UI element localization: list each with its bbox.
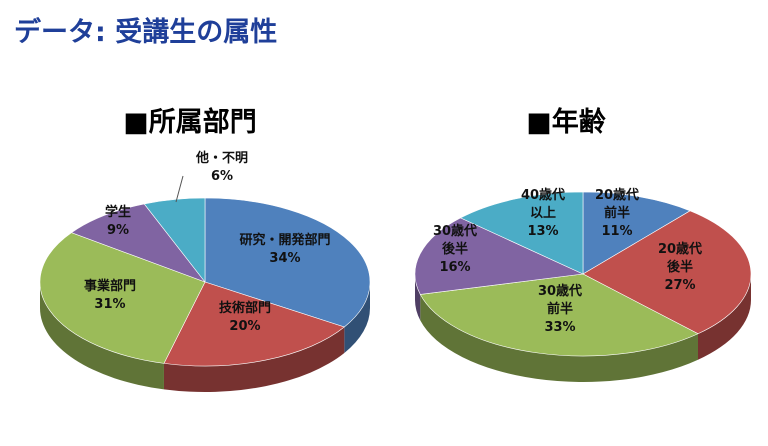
data-label: 事業部門 31% <box>84 278 136 314</box>
leader-line <box>175 175 184 203</box>
category-label: 30歳代 前半 <box>537 284 583 317</box>
chart-title: ■年齢 <box>526 107 606 138</box>
category-label: 学生 <box>104 205 132 220</box>
data-label: 研究・開発部門 34% <box>239 232 330 268</box>
slice <box>163 281 345 367</box>
data-label: 20歳代 後半 27% <box>658 241 702 295</box>
value-label: 27% <box>664 278 696 293</box>
category-label: 他・不明 <box>195 151 249 166</box>
data-label: 技術部門 20% <box>219 300 271 336</box>
category-label: 40歳代 以上 <box>520 188 566 221</box>
data-label: 20歳代 前半 11% <box>595 187 639 241</box>
value-label: 11% <box>601 224 633 239</box>
data-label: 30歳代 前半 33% <box>538 283 582 337</box>
category-label: 30歳代 後半 <box>432 224 478 257</box>
data-label: 学生 9% <box>105 204 131 240</box>
chart-title: ■所属部門 <box>123 107 257 138</box>
slice <box>70 203 206 283</box>
value-label: 6% <box>210 169 234 184</box>
page-title: データ: 受講生の属性 <box>14 17 278 48</box>
value-label: 20% <box>229 319 261 334</box>
slice <box>582 210 752 335</box>
slice <box>459 191 584 275</box>
data-label: 40歳代 以上 13% <box>521 187 565 241</box>
value-label: 13% <box>527 224 559 239</box>
slice <box>39 232 206 364</box>
slice <box>204 197 371 328</box>
value-label: 33% <box>544 320 576 335</box>
category-label: 事業部門 <box>83 279 137 294</box>
slice-side <box>163 327 345 392</box>
slice <box>414 217 585 295</box>
slice-side <box>415 274 421 321</box>
category-label: 技術部門 <box>218 301 272 316</box>
category-label: 20歳代 後半 <box>657 242 703 275</box>
value-label: 9% <box>106 223 130 238</box>
slice-side <box>420 294 699 382</box>
slice <box>419 273 699 357</box>
data-label: 30歳代 後半 16% <box>433 223 477 277</box>
slice-side <box>40 282 164 390</box>
slice <box>143 197 206 283</box>
data-label: 他・不明 6% <box>196 150 248 186</box>
slice-side <box>344 282 370 354</box>
slice-side <box>698 274 751 360</box>
value-label: 16% <box>439 260 471 275</box>
slice <box>582 191 691 275</box>
value-label: 31% <box>94 297 126 312</box>
category-label: 研究・開発部門 <box>239 233 331 248</box>
value-label: 34% <box>269 251 301 266</box>
category-label: 20歳代 前半 <box>594 188 640 221</box>
